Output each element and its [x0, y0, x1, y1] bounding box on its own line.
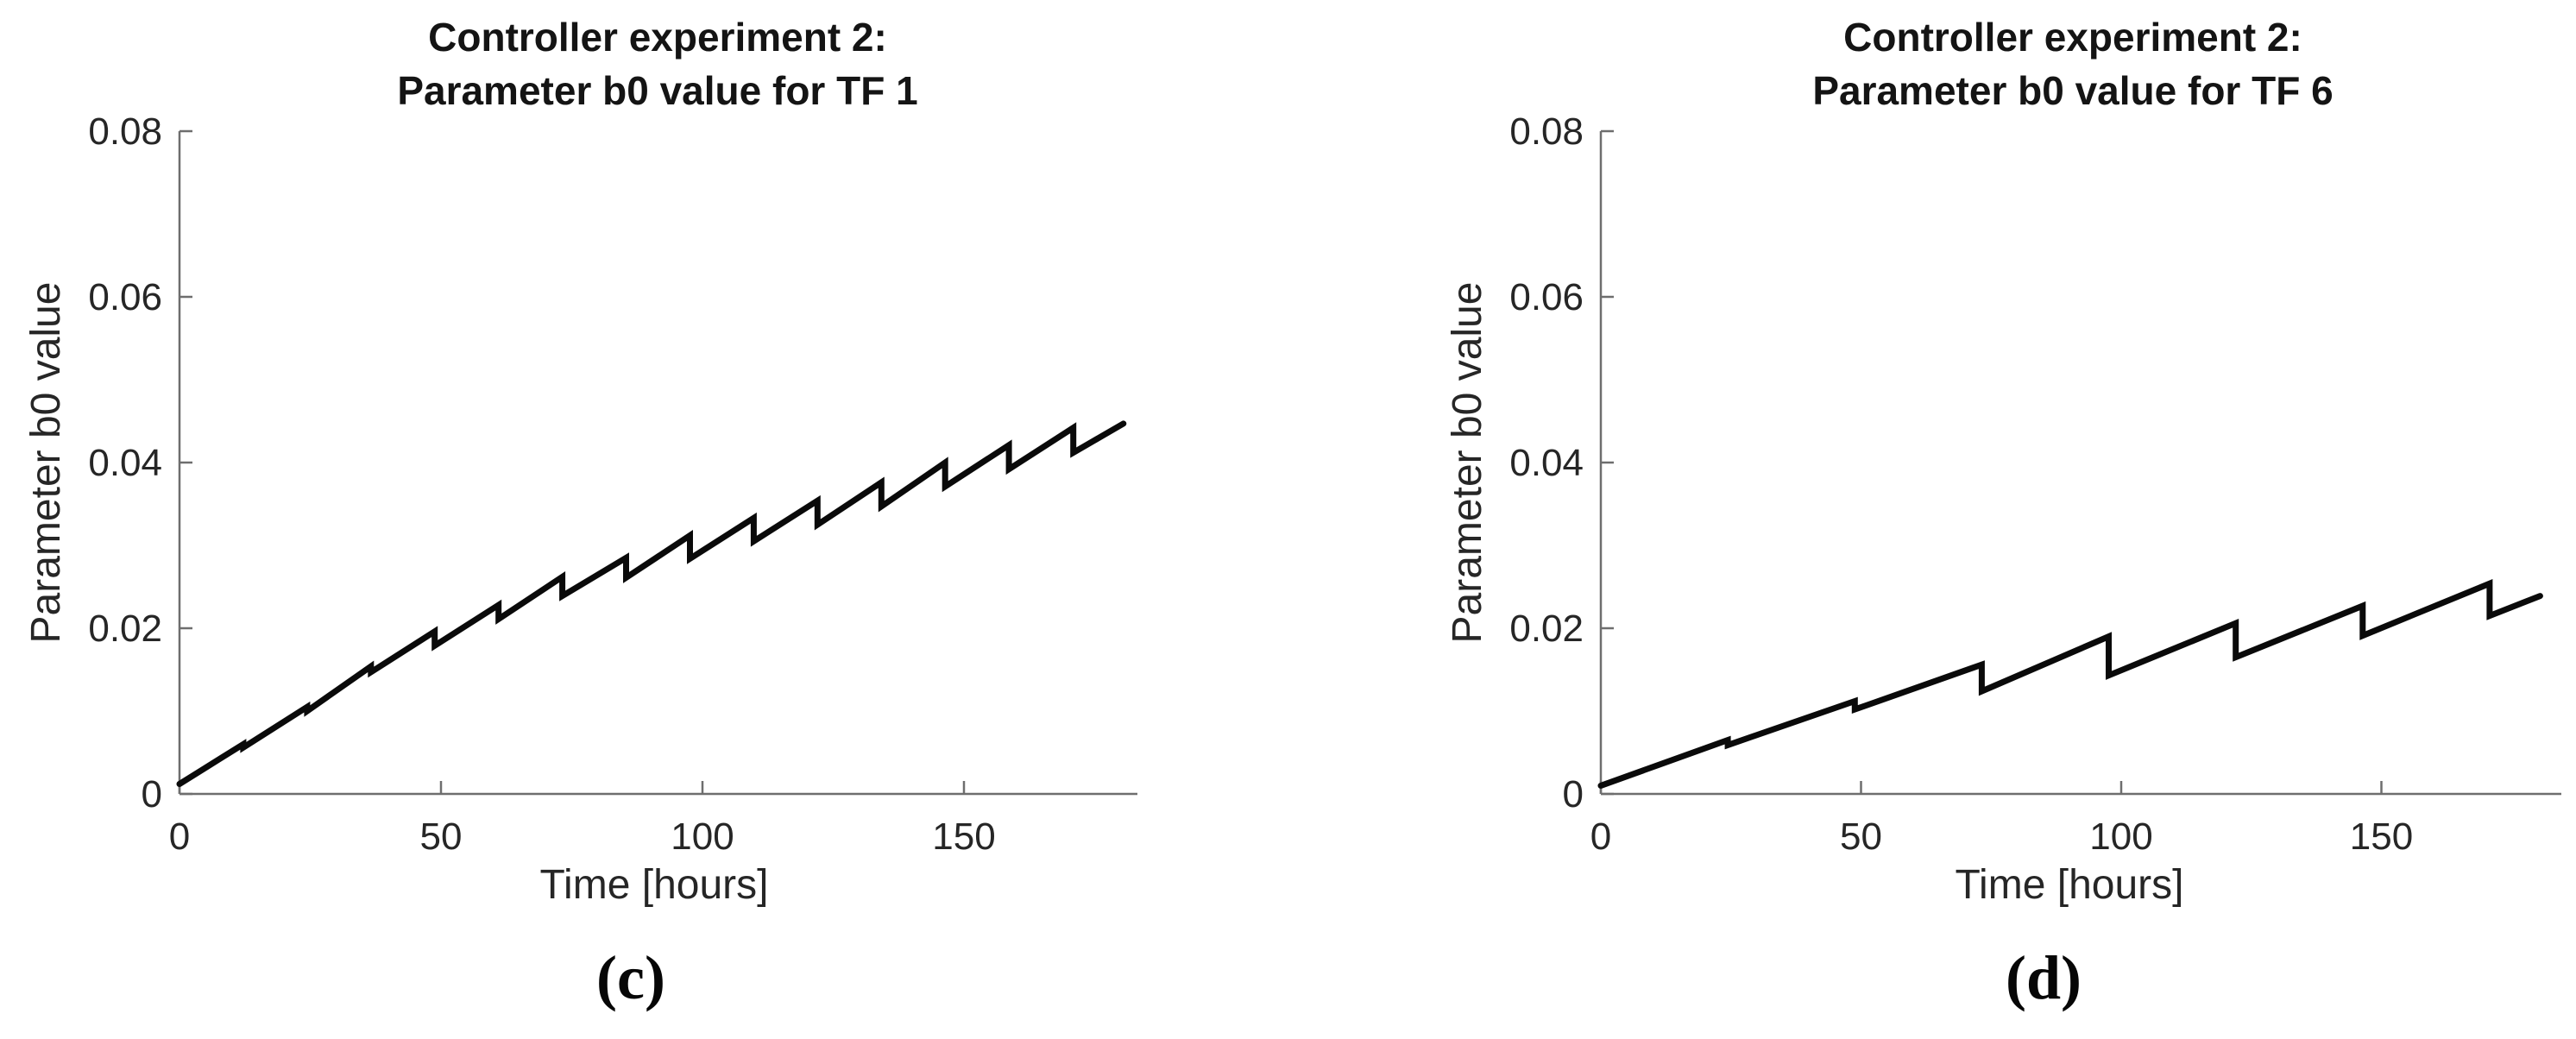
y-tick-label: 0.06 — [1509, 276, 1584, 318]
x-tick-label: 150 — [2350, 815, 2413, 858]
chart-d-title-line2: Parameter b0 value for TF 6 — [1812, 68, 2334, 113]
chart-c-title: Controller experiment 2: Parameter b0 va… — [261, 10, 1055, 117]
y-tick-label: 0 — [142, 773, 162, 815]
y-tick-label: 0 — [1563, 773, 1584, 815]
chart-d-ylabel: Parameter b0 value — [1445, 281, 1490, 644]
y-tick-label: 0.06 — [88, 276, 162, 318]
chart-d-title: Controller experiment 2: Parameter b0 va… — [1676, 10, 2470, 117]
chart-d-xlabel: Time [hours] — [1955, 862, 2184, 908]
chart-c-ylabel: Parameter b0 value — [23, 281, 69, 644]
chart-c-xlabel: Time [hours] — [539, 862, 769, 908]
y-tick-label: 0.04 — [1509, 442, 1584, 484]
y-tick-label: 0.08 — [88, 110, 162, 153]
chart-d-title-line1: Controller experiment 2: — [1843, 15, 2302, 60]
chart-c-title-line2: Parameter b0 value for TF 1 — [397, 68, 918, 113]
x-tick-label: 0 — [1590, 815, 1611, 858]
x-tick-label: 50 — [420, 815, 463, 858]
x-tick-label: 100 — [2089, 815, 2152, 858]
y-tick-label: 0.02 — [1509, 608, 1584, 650]
y-tick-label: 0.08 — [1509, 110, 1584, 153]
x-tick-label: 100 — [671, 815, 734, 858]
chart-c-caption: (c) — [596, 943, 665, 1012]
x-tick-label: 0 — [169, 815, 190, 858]
chart-c-title-line1: Controller experiment 2: — [428, 15, 887, 60]
chart-c: 0 0.02 0.04 0.06 0.08 0 50 100 150 — [88, 110, 1137, 858]
chart-d-caption: (d) — [2006, 943, 2082, 1012]
data-series-line — [176, 420, 1127, 787]
x-tick-label: 150 — [932, 815, 995, 858]
chart-d: 0 0.02 0.04 0.06 0.08 0 50 100 150 — [1509, 110, 2561, 858]
y-tick-label: 0.04 — [88, 442, 162, 484]
y-tick-label: 0.02 — [88, 608, 162, 650]
data-series-line — [1597, 578, 2543, 789]
x-tick-label: 50 — [1840, 815, 1882, 858]
